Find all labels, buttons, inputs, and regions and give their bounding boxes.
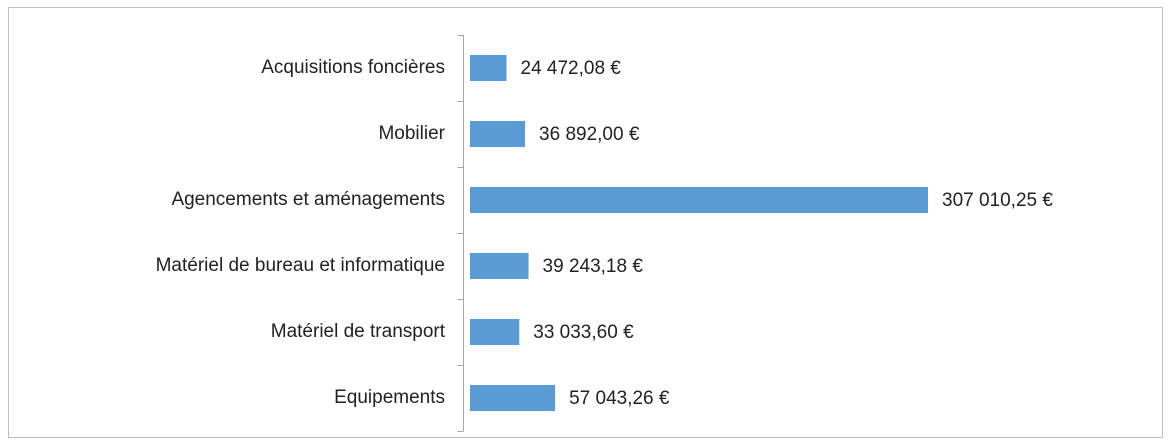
y-tick-label: Matériel de transport [271, 321, 446, 342]
value-label: 57 043,26 € [569, 388, 670, 409]
bar [470, 319, 520, 345]
bar [470, 55, 507, 81]
value-label: 24 472,08 € [521, 58, 622, 79]
y-tick-label: Acquisitions foncières [261, 57, 445, 78]
value-label: 36 892,00 € [539, 124, 640, 145]
y-tick-label: Equipements [334, 387, 445, 408]
y-tick-label: Mobilier [378, 123, 445, 144]
value-label: 307 010,25 € [942, 190, 1053, 211]
value-label: 39 243,18 € [543, 256, 644, 277]
bar [470, 253, 529, 279]
y-tick-label: Matériel de bureau et informatique [156, 255, 445, 276]
chart-border [8, 7, 1163, 438]
y-tick-label: Agencements et aménagements [171, 189, 445, 210]
bar [470, 187, 928, 213]
value-label: 33 033,60 € [533, 322, 634, 343]
bar [470, 121, 526, 147]
bar [470, 385, 556, 411]
